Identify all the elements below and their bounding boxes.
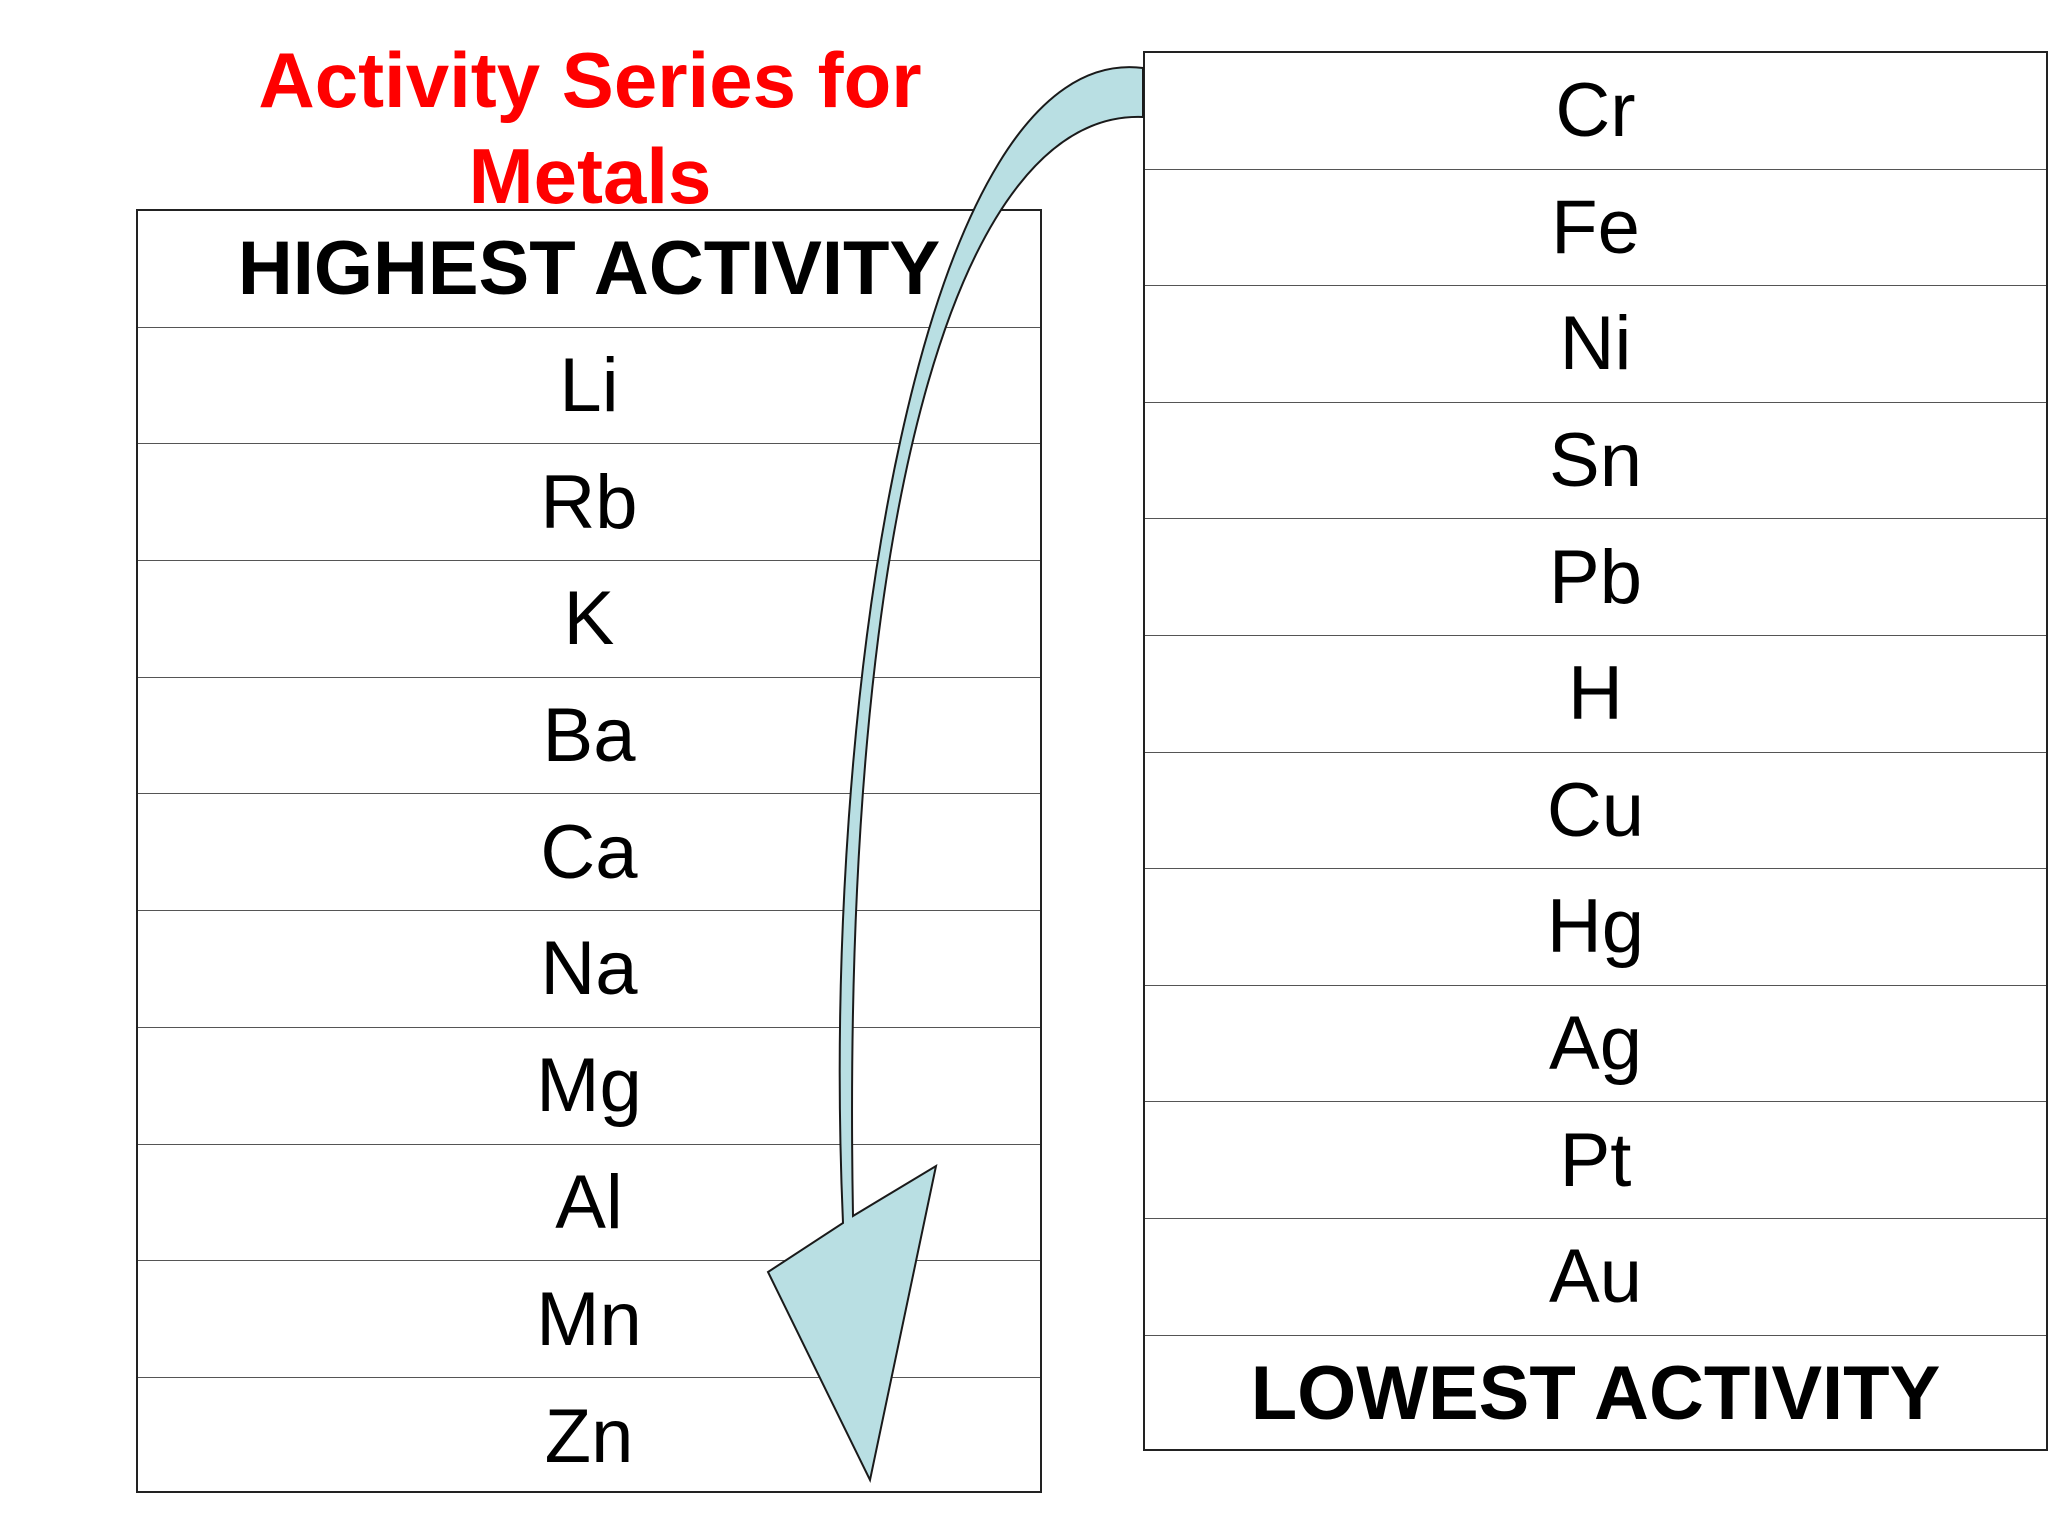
element-cell-fe: Fe	[1145, 170, 2046, 287]
element-cell-pt: Pt	[1145, 1102, 2046, 1219]
title-line-1: Activity Series for	[258, 36, 922, 124]
element-cell-cr: Cr	[1145, 53, 2046, 170]
title-line-2: Metals	[468, 132, 712, 220]
element-cell-k: K	[138, 561, 1040, 678]
element-cell-h: H	[1145, 636, 2046, 753]
element-cell-rb: Rb	[138, 444, 1040, 562]
element-cell-cu: Cu	[1145, 753, 2046, 870]
element-cell-pb: Pb	[1145, 519, 2046, 636]
element-cell-ni: Ni	[1145, 286, 2046, 403]
element-cell-ca: Ca	[138, 794, 1040, 912]
element-cell-ba: Ba	[138, 678, 1040, 795]
lowest-activity-table: Cr Fe Ni Sn Pb H Cu Hg Ag Pt Au LOWEST A…	[1143, 51, 2048, 1451]
element-cell-al: Al	[138, 1145, 1040, 1262]
element-cell-na: Na	[138, 911, 1040, 1028]
element-cell-mn: Mn	[138, 1261, 1040, 1378]
element-cell-mg: Mg	[138, 1028, 1040, 1145]
highest-activity-header: HIGHEST ACTIVITY	[138, 211, 1040, 328]
element-cell-hg: Hg	[1145, 869, 2046, 986]
element-cell-sn: Sn	[1145, 403, 2046, 520]
element-cell-li: Li	[138, 328, 1040, 445]
element-cell-ag: Ag	[1145, 986, 2046, 1103]
element-cell-zn: Zn	[544, 1393, 634, 1479]
element-cell-au: Au	[1145, 1219, 2046, 1336]
highest-activity-table: HIGHEST ACTIVITY Li Rb K Ba Ca Na Mg Al …	[136, 209, 1042, 1493]
page-title: Activity Series for Metals	[140, 32, 1040, 224]
lowest-activity-footer: LOWEST ACTIVITY	[1250, 1351, 1941, 1437]
